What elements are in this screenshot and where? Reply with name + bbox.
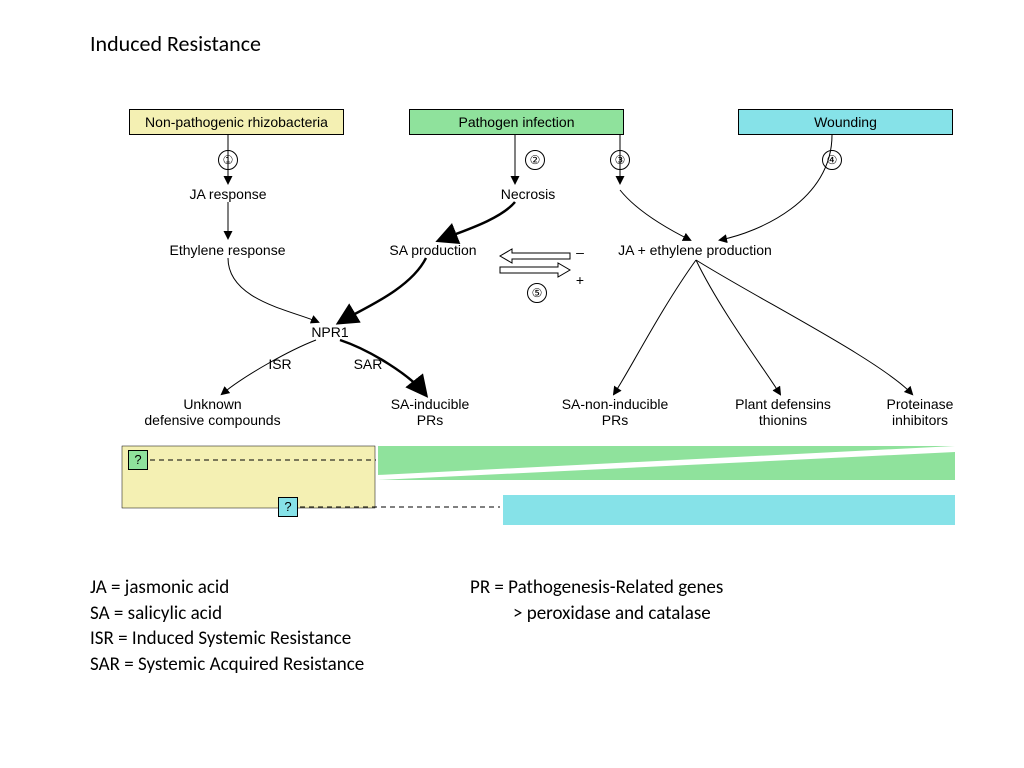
edge-4	[440, 202, 515, 240]
edge-7	[620, 190, 690, 240]
edge-13	[696, 260, 912, 394]
edge-5	[340, 258, 426, 322]
edge-2	[228, 258, 318, 322]
edge-10	[340, 340, 425, 394]
edge-12	[696, 260, 780, 394]
bidir-arrows	[500, 249, 570, 277]
gradient-bars	[122, 446, 955, 525]
legend-left: JA = jasmonic acidSA = salicylic acidISR…	[90, 575, 364, 678]
edge-11	[614, 260, 696, 394]
qmark-q2: ?	[278, 497, 298, 517]
edge-9	[222, 340, 316, 394]
legend-right: PR = Pathogenesis-Related genes > peroxi…	[470, 575, 723, 626]
edge-8	[720, 135, 832, 240]
qmark-q1: ?	[128, 450, 148, 470]
